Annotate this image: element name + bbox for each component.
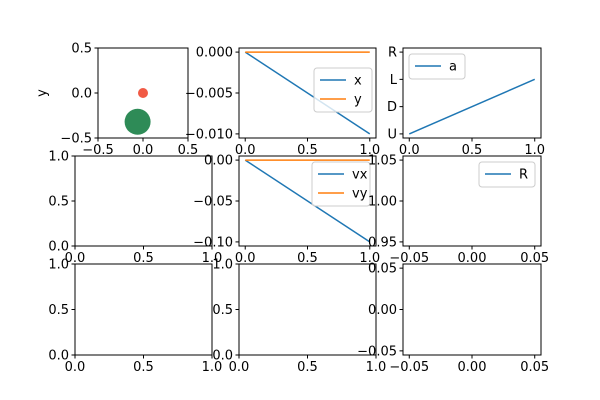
y-tick-label: 0.0 [48, 240, 69, 255]
x-tick-label: 1.0 [359, 251, 380, 266]
x-tick-label: 0.5 [297, 251, 318, 266]
subplot-ax7: 0.0 0.5 1.0 0.0 0.5 1.0 [212, 258, 386, 376]
series-line-a [408, 78, 536, 135]
x-tick-label: 0.0 [235, 143, 256, 158]
y-tick-label: 0.0 [48, 349, 69, 364]
x-tick-label: 0.5 [297, 360, 318, 375]
legend-label-vx: vx [352, 168, 368, 183]
x-tick-label: 0.05 [520, 251, 549, 266]
y-tick-label: 0.5 [48, 195, 69, 210]
legend-label-a: a [449, 60, 457, 75]
subplot-ax8: −0.05 0.00 0.05 −0.05 0.00 0.05 [357, 262, 549, 375]
x-tick-label: 0.0 [235, 251, 256, 266]
legend: a [408, 53, 466, 80]
subplot-ax3: 0.0 0.5 1.0 0.0 0.5 1.0 [48, 150, 222, 267]
legend: xy [313, 67, 373, 113]
y-tick-label: 0.00 [368, 303, 397, 318]
y-tick-label: 0.5 [48, 303, 69, 318]
axes-frame [402, 263, 542, 356]
x-tick-label: 0.00 [458, 360, 487, 375]
subplot-ax0: −0.5 0.0 0.5 −0.5 0.0 0.5 y [35, 42, 198, 159]
legend-label-x: x [354, 74, 362, 89]
legend: R [478, 161, 536, 188]
x-tick-label: 1.0 [202, 360, 223, 375]
y-tick-label: U [387, 127, 397, 142]
x-tick-label: −0.05 [389, 251, 429, 266]
x-tick-label: −0.05 [389, 360, 429, 375]
y-tick-label: 1.00 [368, 195, 397, 210]
series-line-x [244, 51, 371, 135]
y-tick-label: 1.0 [48, 150, 69, 165]
y-tick-label: −0.010 [185, 127, 233, 142]
y-tick-label: −0.005 [185, 87, 233, 102]
x-tick-label: 0.0 [399, 143, 420, 158]
series-line-vx [244, 159, 371, 243]
legend-frame [313, 67, 373, 113]
y-tick-label: −0.05 [193, 195, 233, 210]
axes-frame [74, 263, 213, 356]
scatter-point-1 [124, 108, 151, 135]
y-tick-label: −0.05 [357, 344, 397, 359]
y-axis-label: y [35, 89, 50, 97]
legend: vx vy [311, 161, 371, 207]
subplot-ax5: −0.05 0.00 0.05 0.95 1.00 1.05 R [368, 154, 549, 266]
x-tick-label: 1.0 [524, 143, 545, 158]
legend-label-R: R [519, 168, 528, 183]
x-tick-label: 0.5 [297, 143, 318, 158]
y-tick-label: 0.5 [71, 42, 92, 57]
y-tick-label: 0.05 [368, 262, 397, 277]
x-tick-label: 0.5 [133, 360, 154, 375]
x-tick-label: 0.0 [133, 143, 154, 158]
x-tick-label: 0.0 [65, 360, 86, 375]
x-tick-label: 0.5 [133, 251, 154, 266]
y-tick-label: R [388, 46, 397, 61]
x-tick-label: 1.0 [202, 251, 223, 266]
x-tick-label: 0.5 [178, 143, 199, 158]
x-tick-label: 0.00 [458, 251, 487, 266]
subplot-ax1: 0.0 0.5 1.0 0.000 −0.005 −0.010 xy [185, 46, 380, 158]
y-tick-label: −0.5 [60, 132, 92, 147]
scatter-point-0 [138, 88, 148, 98]
x-tick-label: 0.0 [65, 251, 86, 266]
y-tick-label: 0.00 [204, 154, 233, 169]
x-tick-label: 0.05 [520, 360, 549, 375]
axes-frame [74, 155, 213, 247]
x-tick-label: 1.0 [366, 360, 387, 375]
legend-frame [311, 161, 371, 207]
y-tick-label: 0.5 [212, 303, 233, 318]
y-tick-label: D [387, 100, 397, 115]
legend-label-vy: vy [352, 187, 368, 202]
axes-frame [238, 263, 377, 356]
subplot-ax4: 0.0 0.5 1.0 0.00 −0.05 −0.10 vx vy [193, 154, 380, 266]
x-tick-label: 0.5 [462, 143, 483, 158]
y-tick-label: 1.0 [212, 258, 233, 273]
y-tick-label: 1.0 [48, 258, 69, 273]
y-tick-label: 0.95 [368, 235, 397, 250]
legend-label-y: y [354, 93, 362, 108]
x-tick-label: 0.0 [229, 360, 250, 375]
x-tick-label: 1.0 [359, 143, 380, 158]
subplot-ax6: 0.0 0.5 1.0 0.0 0.5 1.0 [48, 258, 222, 376]
y-tick-label: 0.000 [196, 46, 233, 61]
y-tick-label: 0.0 [71, 87, 92, 102]
x-tick-label: −0.5 [82, 143, 114, 158]
y-tick-label: 1.05 [368, 154, 397, 169]
y-tick-label: 0.0 [212, 349, 233, 364]
y-tick-label: −0.10 [193, 235, 233, 250]
y-tick-label: L [390, 73, 398, 88]
